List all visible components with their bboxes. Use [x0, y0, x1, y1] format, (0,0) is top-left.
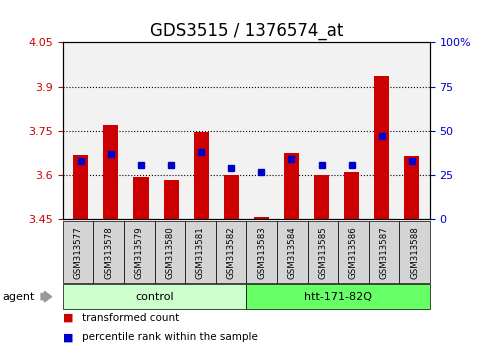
Bar — [224, 175, 239, 219]
Bar — [103, 125, 118, 219]
Text: GSM313582: GSM313582 — [227, 226, 236, 279]
Bar — [73, 155, 88, 219]
Text: percentile rank within the sample: percentile rank within the sample — [82, 332, 258, 342]
Text: ■: ■ — [63, 332, 73, 342]
Text: agent: agent — [2, 292, 35, 302]
Text: ■: ■ — [63, 313, 73, 323]
Text: control: control — [135, 292, 174, 302]
Text: GSM313586: GSM313586 — [349, 226, 358, 279]
Text: GSM313577: GSM313577 — [73, 226, 83, 279]
Text: transformed count: transformed count — [82, 313, 179, 323]
Text: GSM313583: GSM313583 — [257, 226, 266, 279]
Title: GDS3515 / 1376574_at: GDS3515 / 1376574_at — [150, 22, 343, 40]
Text: GSM313580: GSM313580 — [165, 226, 174, 279]
Bar — [314, 175, 329, 219]
Bar — [344, 172, 359, 219]
Text: GSM313585: GSM313585 — [318, 226, 327, 279]
Bar — [284, 153, 299, 219]
Bar — [374, 76, 389, 219]
Text: GSM313579: GSM313579 — [135, 226, 144, 279]
Text: GSM313588: GSM313588 — [410, 226, 419, 279]
Bar — [133, 177, 149, 219]
Text: GSM313578: GSM313578 — [104, 226, 113, 279]
Bar — [404, 156, 419, 219]
Text: GSM313584: GSM313584 — [288, 226, 297, 279]
Bar — [254, 217, 269, 219]
Text: GSM313581: GSM313581 — [196, 226, 205, 279]
Text: GSM313587: GSM313587 — [380, 226, 388, 279]
Bar — [164, 180, 179, 219]
Text: htt-171-82Q: htt-171-82Q — [304, 292, 372, 302]
Bar — [194, 132, 209, 219]
